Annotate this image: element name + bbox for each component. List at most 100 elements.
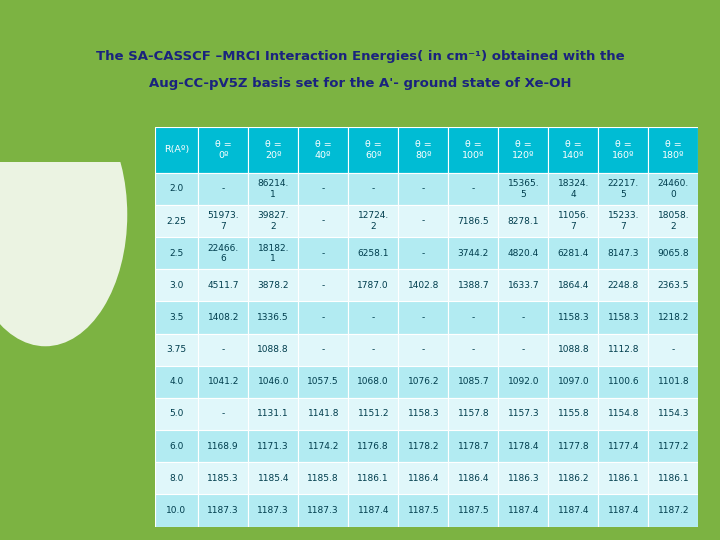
Text: 1218.2: 1218.2 [657, 313, 689, 322]
Text: 2248.8: 2248.8 [608, 281, 639, 290]
Bar [398, 430, 449, 462]
Text: θ =
180º: θ = 180º [662, 140, 685, 160]
Text: 1187.5: 1187.5 [408, 506, 439, 515]
Bar [649, 173, 698, 205]
Text: -: - [472, 345, 475, 354]
Text: 1100.6: 1100.6 [608, 377, 639, 386]
Bar [155, 462, 198, 494]
Text: 1155.8: 1155.8 [557, 409, 589, 418]
Text: 1178.2: 1178.2 [408, 442, 439, 450]
Text: 1101.8: 1101.8 [657, 377, 689, 386]
Text: 1187.4: 1187.4 [557, 506, 589, 515]
Text: 1154.3: 1154.3 [657, 409, 689, 418]
Text: 15233.
7: 15233. 7 [608, 211, 639, 231]
Text: 1408.2: 1408.2 [207, 313, 239, 322]
Bar [198, 334, 248, 366]
Bar [549, 462, 598, 494]
Bar [155, 173, 198, 205]
Bar [649, 301, 698, 334]
Text: 1177.2: 1177.2 [657, 442, 689, 450]
Text: 1186.2: 1186.2 [557, 474, 589, 483]
Bar [348, 301, 398, 334]
Text: 18058.
2: 18058. 2 [657, 211, 689, 231]
Text: 22466.
6: 22466. 6 [207, 244, 239, 263]
Text: -: - [372, 313, 375, 322]
Text: -: - [222, 345, 225, 354]
Text: 18182.
1: 18182. 1 [258, 244, 289, 263]
Bar [298, 462, 348, 494]
Bar [549, 494, 598, 526]
Text: 1177.4: 1177.4 [608, 442, 639, 450]
Bar [348, 334, 398, 366]
Text: -: - [372, 345, 375, 354]
Bar [298, 237, 348, 269]
Text: 1158.3: 1158.3 [408, 409, 439, 418]
Text: 8.0: 8.0 [169, 474, 184, 483]
Bar [498, 430, 549, 462]
Text: 3744.2: 3744.2 [458, 249, 489, 258]
Text: 1186.1: 1186.1 [357, 474, 389, 483]
Text: 1185.4: 1185.4 [258, 474, 289, 483]
Bar [398, 205, 449, 237]
Bar [598, 334, 649, 366]
Bar [348, 398, 398, 430]
Bar [248, 430, 298, 462]
Bar [155, 127, 198, 173]
Bar [598, 269, 649, 301]
Bar [649, 205, 698, 237]
Text: θ =
60º: θ = 60º [365, 140, 382, 160]
Bar [598, 462, 649, 494]
Bar [198, 366, 248, 398]
Bar [449, 366, 498, 398]
Text: θ =
40º: θ = 40º [315, 140, 332, 160]
Text: θ =
120º: θ = 120º [512, 140, 535, 160]
Text: 1131.1: 1131.1 [258, 409, 289, 418]
Text: 7186.5: 7186.5 [457, 217, 489, 226]
Bar [298, 301, 348, 334]
Text: 4.0: 4.0 [169, 377, 184, 386]
Bar [248, 173, 298, 205]
Bar [155, 494, 198, 526]
Bar [498, 205, 549, 237]
Text: 1168.9: 1168.9 [207, 442, 239, 450]
Bar [248, 269, 298, 301]
Bar [155, 237, 198, 269]
Text: 1171.3: 1171.3 [258, 442, 289, 450]
Text: θ =
100º: θ = 100º [462, 140, 485, 160]
Bar [398, 494, 449, 526]
Text: 2363.5: 2363.5 [657, 281, 689, 290]
Text: 1176.8: 1176.8 [357, 442, 389, 450]
Text: -: - [422, 185, 425, 193]
Bar [198, 173, 248, 205]
Text: -: - [472, 313, 475, 322]
Bar [348, 366, 398, 398]
Text: -: - [422, 217, 425, 226]
Bar [198, 269, 248, 301]
Text: -: - [472, 185, 475, 193]
Text: 22217.
5: 22217. 5 [608, 179, 639, 199]
Bar [549, 269, 598, 301]
Text: 1157.3: 1157.3 [508, 409, 539, 418]
Bar [549, 173, 598, 205]
Text: -: - [372, 185, 375, 193]
Text: 5.0: 5.0 [169, 409, 184, 418]
Text: 1151.2: 1151.2 [358, 409, 389, 418]
Text: -: - [322, 185, 325, 193]
Text: 18324.
4: 18324. 4 [558, 179, 589, 199]
Text: 1088.8: 1088.8 [258, 345, 289, 354]
Text: 1178.4: 1178.4 [508, 442, 539, 450]
Ellipse shape [0, 83, 127, 346]
Bar [449, 301, 498, 334]
Text: -: - [222, 185, 225, 193]
Text: -: - [322, 313, 325, 322]
Text: 3.75: 3.75 [166, 345, 186, 354]
Text: 1046.0: 1046.0 [258, 377, 289, 386]
Text: 6.0: 6.0 [169, 442, 184, 450]
Text: 1085.7: 1085.7 [457, 377, 489, 386]
Text: 1154.8: 1154.8 [608, 409, 639, 418]
Bar [449, 430, 498, 462]
Bar [398, 173, 449, 205]
Bar [248, 205, 298, 237]
Text: 6258.1: 6258.1 [358, 249, 389, 258]
Bar [298, 205, 348, 237]
